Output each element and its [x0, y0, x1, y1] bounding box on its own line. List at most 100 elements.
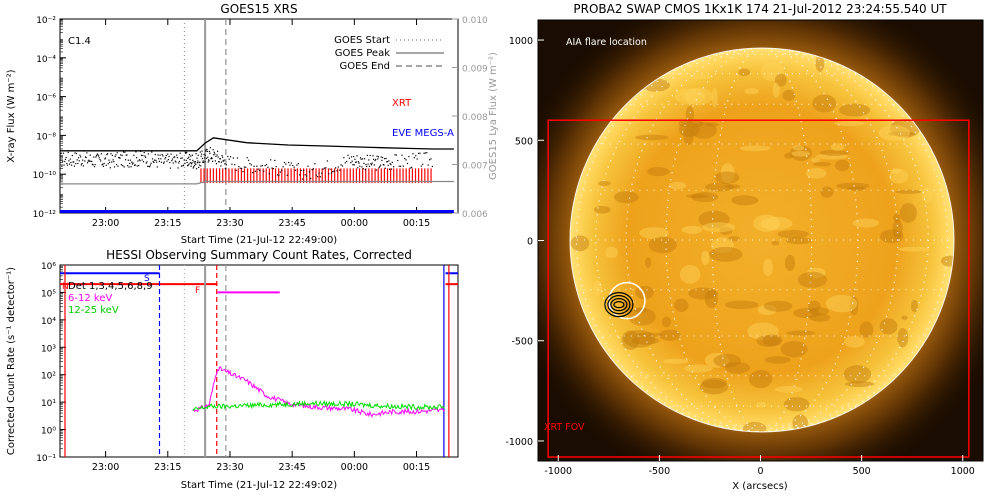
goes-series-1-point — [361, 166, 363, 168]
goes-series-1-point — [86, 152, 88, 154]
swap-y-tick-label: -500 — [511, 337, 533, 348]
goes-series-1-point — [372, 155, 374, 157]
goes-series-1-point — [208, 159, 210, 161]
goes-series-1-point — [117, 165, 119, 167]
goes-series-1-point — [170, 153, 172, 155]
goes-series-1-point — [200, 165, 202, 167]
swap-texture-blob — [683, 364, 713, 373]
goes-series-1-point — [82, 159, 84, 161]
goes-series-1-point — [95, 155, 98, 157]
goes-series-1-point — [130, 166, 132, 168]
swap-texture-blob — [772, 82, 780, 98]
goes-series-1-point — [301, 178, 304, 180]
swap-texture-blob — [792, 145, 805, 151]
swap-texture-blob — [685, 105, 695, 123]
goes-series-1-point — [308, 171, 310, 173]
goes-series-1-point — [73, 161, 75, 163]
goes-series-1-point — [387, 164, 389, 166]
goes-series-1-point — [364, 158, 366, 160]
goes-y2-axis-label: GOES15 Lya Flux (W m⁻²) — [488, 52, 499, 180]
goes-series-1-point — [423, 152, 425, 154]
goes-series-1-point — [156, 161, 158, 163]
goes-series-1-point — [386, 161, 388, 163]
goes-series-1-point — [259, 169, 261, 171]
swap-texture-blob — [724, 361, 751, 374]
goes-series-1-point — [202, 160, 204, 162]
goes-series-1-point — [62, 160, 64, 162]
swap-texture-blob — [791, 150, 811, 157]
goes-series-1-point — [186, 165, 189, 167]
goes-series-1-point — [353, 164, 355, 166]
goes-series-1-point — [220, 161, 223, 163]
goes-series-1-point — [112, 159, 114, 161]
goes-series-1-point — [426, 152, 428, 154]
goes-series-1-point — [409, 167, 411, 169]
goes-series-1-point — [142, 161, 145, 163]
goes-series-1-point — [192, 159, 194, 161]
goes-series-1-point — [391, 161, 393, 164]
goes-series-1-point — [140, 154, 143, 156]
swap-texture-blob — [763, 300, 793, 312]
goes-series-1-point — [354, 158, 356, 160]
goes-series-1-point — [200, 155, 202, 157]
goes-series-1-point — [167, 153, 169, 155]
goes-series-0-line — [60, 137, 454, 152]
goes-series-1-point — [221, 155, 223, 157]
swap-texture-blob — [678, 121, 700, 138]
goes-series-1-point — [352, 164, 354, 166]
goes-series-1-point — [357, 161, 360, 163]
swap-flare-contour — [613, 301, 625, 309]
goes-series-1-point — [204, 154, 206, 156]
swap-texture-blob — [724, 300, 759, 310]
goes-series-1-point — [71, 164, 73, 166]
goes-marks — [60, 19, 454, 213]
goes-series-1-point — [160, 158, 162, 160]
goes-series-1-point — [110, 153, 112, 155]
goes-series-1-point — [119, 157, 121, 159]
swap-texture-blob — [705, 182, 734, 192]
goes-series-1-point — [100, 160, 102, 162]
goes-series-1-point — [253, 165, 255, 167]
goes-series-1-point — [419, 152, 421, 154]
goes-series-1-point — [293, 166, 295, 168]
goes-series-1-point — [150, 162, 152, 164]
goes-series-1-point — [198, 164, 201, 166]
goes-series-1-point — [239, 167, 241, 169]
goes-series-1-point — [137, 160, 139, 162]
hessi-x-tick-label: 23:30 — [216, 462, 243, 473]
goes-series-1-point — [104, 157, 107, 159]
swap-texture-blob — [631, 336, 660, 345]
swap-texture-blob — [760, 61, 784, 81]
swap-flare-contour — [604, 292, 634, 318]
goes-series-1-point — [249, 162, 251, 165]
goes-series-1-point — [283, 161, 286, 164]
swap-texture-blob — [701, 222, 736, 233]
goes-series-1-point — [65, 156, 67, 159]
swap-texture-blob — [719, 226, 733, 235]
goes-y-tick-label: 10⁻² — [36, 16, 56, 26]
swap-texture-blob — [897, 246, 930, 252]
goes-y2-tick-label: 0.008 — [462, 113, 488, 123]
goes-series-1-point — [380, 156, 382, 158]
swap-texture-blob — [785, 237, 812, 245]
goes-series-1-point — [377, 156, 380, 158]
goes-series-1-point — [363, 162, 365, 164]
goes-series-1-point — [68, 160, 70, 162]
swap-longitude-line — [665, 48, 859, 432]
goes-series-1-point — [229, 156, 232, 158]
goes-series-1-point — [223, 159, 225, 161]
goes-series-1-point — [122, 165, 124, 167]
goes-series-1-point — [120, 154, 122, 156]
goes-series-1-point — [311, 169, 313, 171]
goes-series-1-point — [153, 161, 155, 164]
goes-series-1-point — [178, 162, 180, 164]
goes-series-1-point — [103, 162, 105, 165]
swap-texture-blob — [941, 230, 951, 249]
swap-texture-blob — [897, 328, 909, 348]
swap-texture-blob — [784, 152, 793, 159]
goes-series-1-point — [142, 154, 144, 157]
goes-series-1-point — [394, 154, 396, 156]
goes-series-1-point — [113, 161, 115, 163]
goes-series-1-point — [136, 157, 138, 159]
goes-series-1-point — [126, 154, 128, 156]
